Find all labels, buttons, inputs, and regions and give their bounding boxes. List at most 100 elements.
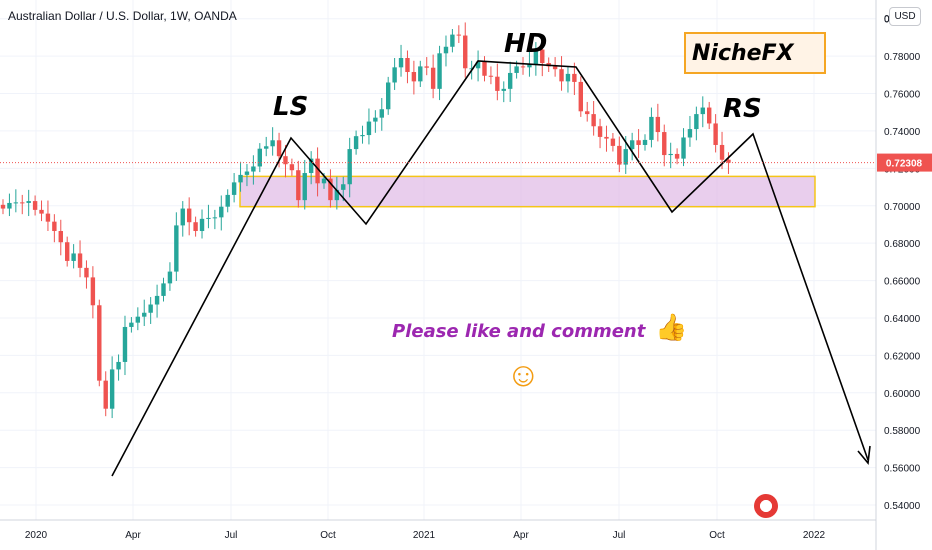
candle xyxy=(13,189,19,213)
y-tick-label: 0.62000 xyxy=(884,351,921,362)
candle xyxy=(360,125,365,144)
candle-body xyxy=(142,312,147,317)
candle xyxy=(700,96,705,128)
candles xyxy=(0,22,731,419)
candle xyxy=(103,371,108,417)
x-tick-label: Apr xyxy=(513,530,529,541)
candle xyxy=(225,189,230,213)
candle xyxy=(199,209,205,239)
candle-body xyxy=(45,213,51,222)
candle xyxy=(289,158,295,176)
candle-body xyxy=(212,217,218,219)
candle xyxy=(219,195,224,231)
candle xyxy=(296,160,301,208)
candle-body xyxy=(244,171,250,175)
candle xyxy=(264,136,269,157)
candle-body xyxy=(386,82,391,110)
candle xyxy=(308,151,314,185)
candle-body xyxy=(39,209,44,214)
candle xyxy=(405,50,410,84)
candle-body xyxy=(341,184,346,190)
candle xyxy=(84,260,89,289)
candle-body xyxy=(77,253,83,268)
candle xyxy=(270,127,275,156)
candle-body xyxy=(597,126,603,137)
x-tick-label: Oct xyxy=(709,530,725,541)
candle xyxy=(386,76,391,115)
candle-body xyxy=(366,121,372,136)
candle-body xyxy=(520,66,526,68)
candle xyxy=(629,132,635,161)
candle xyxy=(597,118,603,149)
candle xyxy=(315,147,320,197)
candle-body xyxy=(206,217,211,219)
candle-body xyxy=(186,208,192,223)
candle xyxy=(655,103,661,142)
candle xyxy=(475,50,481,82)
y-tick-label: 0.70000 xyxy=(884,202,921,213)
candle xyxy=(636,129,641,159)
candle-body xyxy=(270,140,275,147)
candle-body xyxy=(681,137,686,159)
candle-body xyxy=(694,114,699,130)
candle-body xyxy=(604,136,609,139)
candle xyxy=(26,189,31,217)
candle-body xyxy=(591,114,596,127)
head-shoulders-line xyxy=(111,60,869,477)
label-right-shoulder: RS xyxy=(723,94,762,124)
candle xyxy=(662,124,667,167)
candle xyxy=(135,307,141,331)
candle xyxy=(186,197,192,236)
candle xyxy=(430,54,436,99)
grid-lines xyxy=(0,0,876,520)
candle xyxy=(411,60,417,95)
candle xyxy=(32,195,38,216)
candle-body xyxy=(649,116,654,140)
candle-body xyxy=(360,135,365,137)
candle xyxy=(154,284,160,318)
candle xyxy=(707,101,712,130)
candle xyxy=(212,209,218,230)
candle-body xyxy=(13,202,19,204)
candle xyxy=(373,110,378,133)
candle xyxy=(681,128,686,167)
candle-body xyxy=(167,271,173,284)
candle-body xyxy=(507,72,513,89)
candle-body xyxy=(26,201,31,203)
candle xyxy=(347,137,352,198)
pattern-lines xyxy=(111,60,871,477)
currency-button[interactable]: USD xyxy=(889,7,921,26)
candle-body xyxy=(347,149,352,185)
y-tick-label: 0.54000 xyxy=(884,501,921,512)
candle xyxy=(161,277,166,302)
candle-body xyxy=(629,140,635,150)
candle-body xyxy=(411,72,417,82)
candle-body xyxy=(469,68,474,70)
candle-body xyxy=(225,194,230,207)
candle xyxy=(585,101,590,122)
us-flag-icon xyxy=(754,494,778,518)
candle xyxy=(206,204,211,229)
candle xyxy=(109,356,115,419)
candle xyxy=(257,143,262,173)
candle xyxy=(398,44,404,77)
candle xyxy=(572,62,577,96)
candle-body xyxy=(475,61,481,69)
candle-body xyxy=(219,206,224,218)
candle xyxy=(694,106,699,141)
candle-body xyxy=(283,156,288,165)
candle-body xyxy=(302,173,307,201)
candle-body xyxy=(495,76,500,91)
candle-body xyxy=(405,57,410,73)
candle-body xyxy=(430,67,436,89)
candle-body xyxy=(501,88,506,91)
candle-body xyxy=(103,380,108,409)
candle xyxy=(482,56,487,82)
candle xyxy=(71,244,76,269)
candle-body xyxy=(135,316,141,323)
candle-body xyxy=(308,158,314,174)
arrow-head xyxy=(857,445,871,465)
candle xyxy=(488,66,494,85)
candle xyxy=(520,57,526,75)
